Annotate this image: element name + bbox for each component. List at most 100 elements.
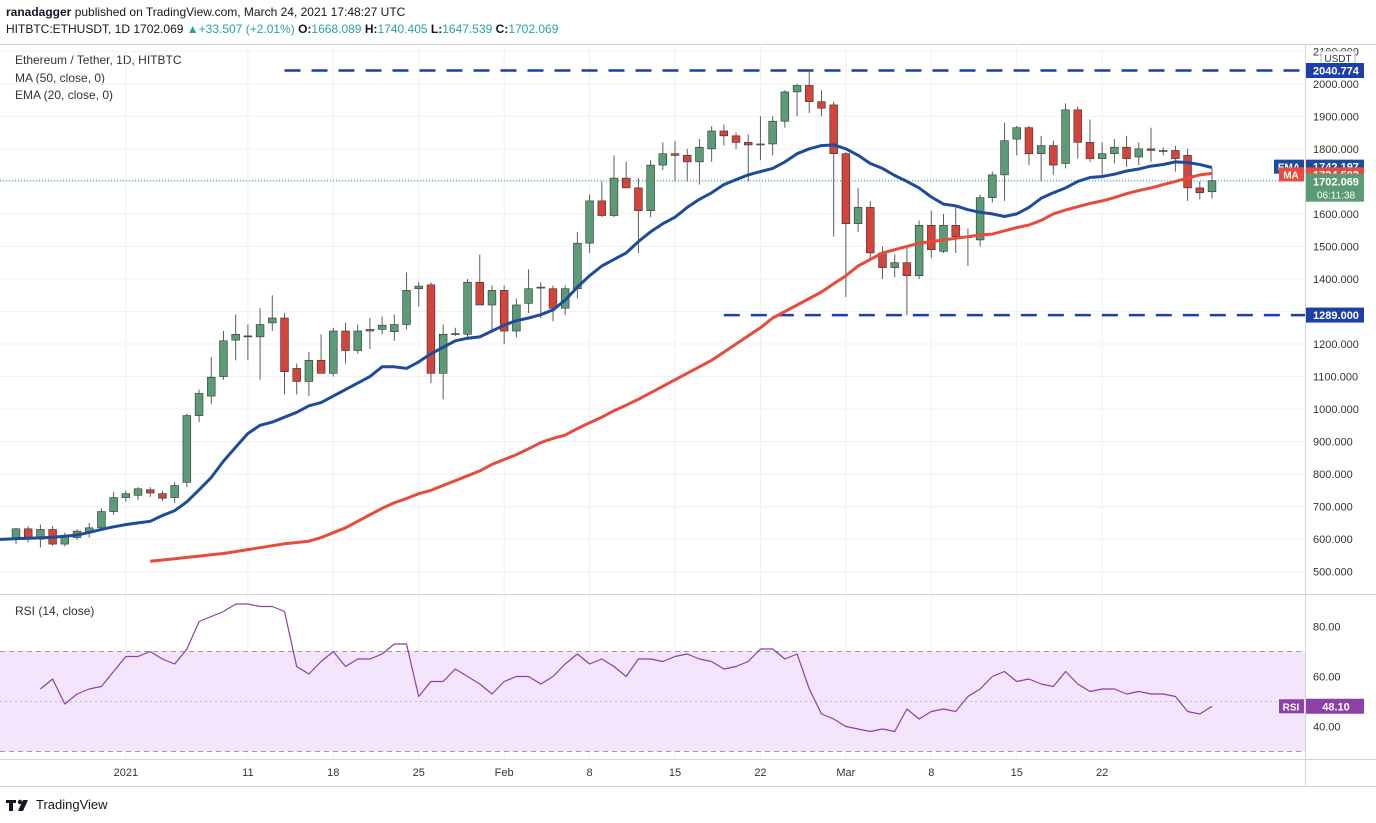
ma-legend[interactable]: MA (50, close, 0) [15, 71, 106, 85]
time-tick-label: 25 [413, 767, 425, 779]
candle [280, 313, 289, 395]
candle [768, 116, 777, 156]
high-value: 1740.405 [377, 22, 428, 36]
candle-body [133, 488, 143, 496]
candle-body [1012, 127, 1021, 140]
candle [133, 487, 143, 501]
candle-body [902, 262, 912, 277]
candle [231, 314, 240, 361]
open-label: O: [298, 22, 312, 36]
candle-body [829, 104, 838, 155]
candle-body [780, 91, 790, 122]
author-name[interactable]: ranadagger [6, 5, 72, 19]
candle [23, 526, 33, 543]
candle [548, 285, 558, 322]
candle-body [548, 288, 558, 309]
candle [853, 187, 863, 232]
rsi-label: RSI [1283, 702, 1300, 713]
candle [939, 213, 948, 253]
candle [243, 324, 253, 361]
candle [146, 487, 155, 497]
price-tick-label: 800.000 [1313, 469, 1353, 481]
candle-body [634, 187, 643, 211]
rsi-tick-label: 80.00 [1313, 622, 1341, 634]
candle [1183, 148, 1192, 201]
candle [219, 331, 228, 380]
candle [780, 90, 790, 128]
time-tick-label: 22 [1096, 767, 1108, 779]
candle-body [292, 368, 301, 382]
candle [719, 124, 729, 146]
price-change: +33.507 (+2.01%) [198, 22, 295, 36]
candle-body [109, 497, 118, 512]
candle [866, 200, 875, 260]
level-lines [0, 69, 1305, 317]
candle-body [621, 177, 631, 189]
candle [609, 155, 619, 218]
candle-body [426, 284, 436, 374]
candle [36, 524, 45, 548]
price-tick-label: 1000.000 [1313, 404, 1359, 416]
rsi-tick-label: 40.00 [1313, 722, 1341, 734]
ma-line [150, 171, 1213, 563]
support-value-bg [1306, 307, 1364, 323]
price-tick-label: 1600.000 [1313, 209, 1359, 221]
candle [207, 357, 216, 405]
candle-body [792, 85, 802, 93]
candle [1158, 147, 1168, 156]
time-tick-label: Feb [495, 767, 514, 779]
ema-line [0, 143, 1213, 541]
candle-body [219, 340, 228, 377]
tradingview-logo[interactable]: TradingView [6, 797, 108, 812]
candle [1073, 106, 1082, 159]
time-tick-label: 22 [754, 767, 766, 779]
candle-body [121, 493, 131, 498]
candle [1146, 127, 1156, 162]
candle-body [695, 146, 704, 163]
candle-body [463, 281, 472, 335]
time-tick-label: 15 [669, 767, 681, 779]
close-label: C: [495, 22, 509, 36]
candle [1085, 119, 1095, 162]
candle [268, 295, 277, 332]
candle-body [1024, 127, 1034, 155]
candle [1195, 181, 1205, 200]
candle-body [609, 177, 619, 216]
candle [963, 228, 973, 266]
rsi-legend[interactable]: RSI (14, close) [15, 604, 95, 618]
candle-body [414, 285, 423, 290]
candle [646, 160, 655, 218]
candle [97, 508, 106, 530]
candle-body [731, 135, 741, 143]
candle-body [927, 224, 936, 250]
price-tick-label: 1200.000 [1313, 339, 1359, 351]
candle [353, 324, 362, 354]
candle [975, 194, 985, 247]
candle-body [1134, 148, 1143, 158]
candle [1110, 139, 1119, 164]
ema-legend[interactable]: EMA (20, close, 0) [15, 88, 114, 102]
candle [426, 282, 436, 384]
price-tick-label: 1800.000 [1313, 144, 1359, 156]
candle-body [170, 485, 179, 498]
candle [182, 413, 192, 488]
candle-body [658, 153, 668, 166]
candle-body [951, 224, 960, 237]
candle [524, 269, 533, 314]
candle-body [670, 153, 680, 156]
candle [805, 70, 814, 114]
candle [402, 272, 411, 330]
candle [11, 527, 21, 545]
time-tick-label: 8 [587, 767, 593, 779]
candle [438, 324, 448, 400]
candle-body [341, 330, 350, 351]
candle [585, 194, 594, 253]
last-price: 1702.069 [133, 22, 184, 36]
time-tick-label: 11 [242, 767, 253, 779]
axis-badges: USDT2040.7741289.0001742.197EMA1724.503M… [1274, 50, 1364, 714]
candle-body [487, 290, 497, 306]
candle [927, 210, 936, 258]
candle-body [536, 286, 545, 289]
candles [11, 70, 1217, 548]
